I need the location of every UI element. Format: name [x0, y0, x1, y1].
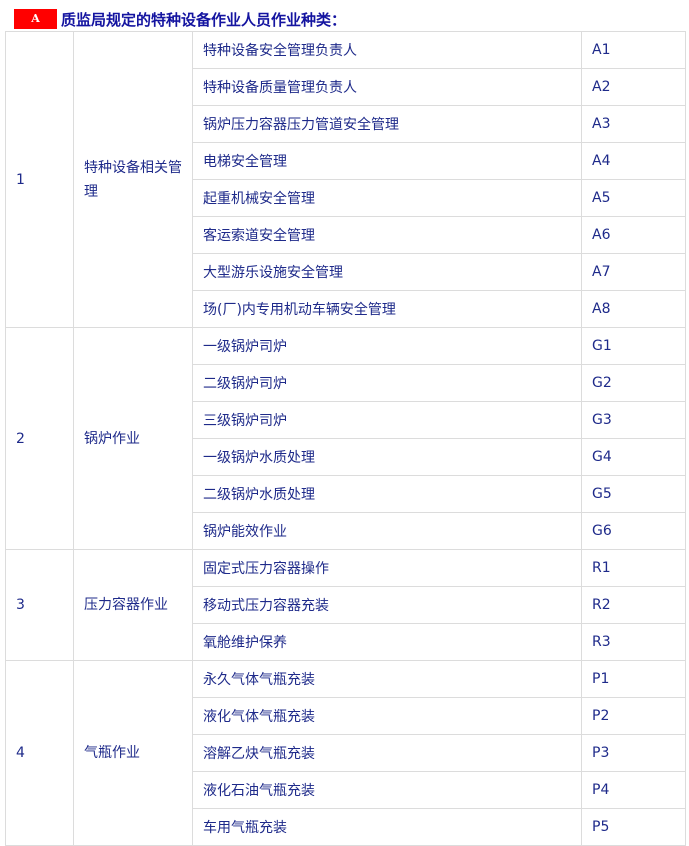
table-row: 锅炉能效作业 G6 — [6, 512, 686, 550]
item-code: P4 — [581, 771, 686, 809]
group-category: 锅炉作业 — [73, 327, 193, 550]
section-title-text: 质监局规定的特种设备作业人员作业种类： — [61, 10, 347, 29]
section-title: A 质监局规定的特种设备作业人员作业种类： — [14, 8, 346, 30]
item-code: A6 — [581, 216, 686, 254]
item-code: P2 — [581, 697, 686, 735]
table-row: 三级锅炉司炉 G3 — [6, 401, 686, 439]
table-row: 锅炉压力容器压力管道安全管理 A3 — [6, 105, 686, 143]
group-category: 特种设备相关管理 — [73, 31, 193, 328]
item-name: 液化气体气瓶充装 — [192, 697, 582, 735]
item-code: A1 — [581, 31, 686, 69]
table-row: 液化气体气瓶充装 P2 — [6, 697, 686, 735]
item-name: 二级锅炉水质处理 — [192, 475, 582, 513]
group-number: 4 — [5, 660, 74, 846]
item-name: 二级锅炉司炉 — [192, 364, 582, 402]
item-code: G5 — [581, 475, 686, 513]
item-name: 起重机械安全管理 — [192, 179, 582, 217]
item-code: G1 — [581, 327, 686, 365]
table-row: 1 特种设备相关管理 特种设备安全管理负责人 A1 — [5, 31, 686, 328]
item-name: 锅炉压力容器压力管道安全管理 — [192, 105, 582, 143]
item-name: 特种设备安全管理负责人 — [192, 31, 582, 69]
group-number: 1 — [5, 31, 74, 328]
item-name: 溶解乙炔气瓶充装 — [192, 734, 582, 772]
table-row: 特种设备质量管理负责人 A2 — [6, 68, 686, 106]
group-number: 2 — [5, 327, 74, 550]
table-row: 4 气瓶作业 永久气体气瓶充装 P1 — [5, 660, 686, 846]
table-row: 客运索道安全管理 A6 — [6, 216, 686, 254]
operation-types-table: 1 特种设备相关管理 特种设备安全管理负责人 A1 特种设备质量管理负责人 A2 锅炉压力容… — [5, 31, 686, 846]
table-row: 移动式压力容器充装 R2 — [6, 586, 686, 624]
table-row: 3 压力容器作业 固定式压力容器操作 R1 — [5, 549, 686, 661]
table-row: 二级锅炉司炉 G2 — [6, 364, 686, 402]
item-name: 永久气体气瓶充装 — [192, 660, 582, 698]
table-row: 二级锅炉水质处理 G5 — [6, 475, 686, 513]
item-code: R2 — [581, 586, 686, 624]
item-code: A5 — [581, 179, 686, 217]
item-name: 三级锅炉司炉 — [192, 401, 582, 439]
item-name: 电梯安全管理 — [192, 142, 582, 180]
table-row: 电梯安全管理 A4 — [6, 142, 686, 180]
table-row: 氧舱维护保养 R3 — [6, 623, 686, 661]
item-code: A3 — [581, 105, 686, 143]
item-name: 固定式压力容器操作 — [192, 549, 582, 587]
item-code: R1 — [581, 549, 686, 587]
table-row: 液化石油气瓶充装 P4 — [6, 771, 686, 809]
section-badge: A — [14, 9, 57, 29]
item-code: P3 — [581, 734, 686, 772]
table-row: 起重机械安全管理 A5 — [6, 179, 686, 217]
item-code: P1 — [581, 660, 686, 698]
table-row: 溶解乙炔气瓶充装 P3 — [6, 734, 686, 772]
item-name: 液化石油气瓶充装 — [192, 771, 582, 809]
group-category: 气瓶作业 — [73, 660, 193, 846]
item-name: 大型游乐设施安全管理 — [192, 253, 582, 291]
group-number: 3 — [5, 549, 74, 661]
item-code: A7 — [581, 253, 686, 291]
group-category: 压力容器作业 — [73, 549, 193, 661]
item-code: G4 — [581, 438, 686, 476]
item-name: 车用气瓶充装 — [192, 808, 582, 846]
item-name: 场(厂)内专用机动车辆安全管理 — [192, 290, 582, 328]
table-row: 场(厂)内专用机动车辆安全管理 A8 — [6, 290, 686, 328]
item-code: A4 — [581, 142, 686, 180]
item-name: 移动式压力容器充装 — [192, 586, 582, 624]
table-row: 大型游乐设施安全管理 A7 — [6, 253, 686, 291]
item-name: 客运索道安全管理 — [192, 216, 582, 254]
item-code: G3 — [581, 401, 686, 439]
item-name: 一级锅炉司炉 — [192, 327, 582, 365]
item-code: A8 — [581, 290, 686, 328]
item-name: 一级锅炉水质处理 — [192, 438, 582, 476]
item-name: 锅炉能效作业 — [192, 512, 582, 550]
item-code: G2 — [581, 364, 686, 402]
item-code: R3 — [581, 623, 686, 661]
table-row: 2 锅炉作业 一级锅炉司炉 G1 — [5, 327, 686, 550]
item-code: G6 — [581, 512, 686, 550]
item-code: A2 — [581, 68, 686, 106]
item-code: P5 — [581, 808, 686, 846]
item-name: 特种设备质量管理负责人 — [192, 68, 582, 106]
item-name: 氧舱维护保养 — [192, 623, 582, 661]
